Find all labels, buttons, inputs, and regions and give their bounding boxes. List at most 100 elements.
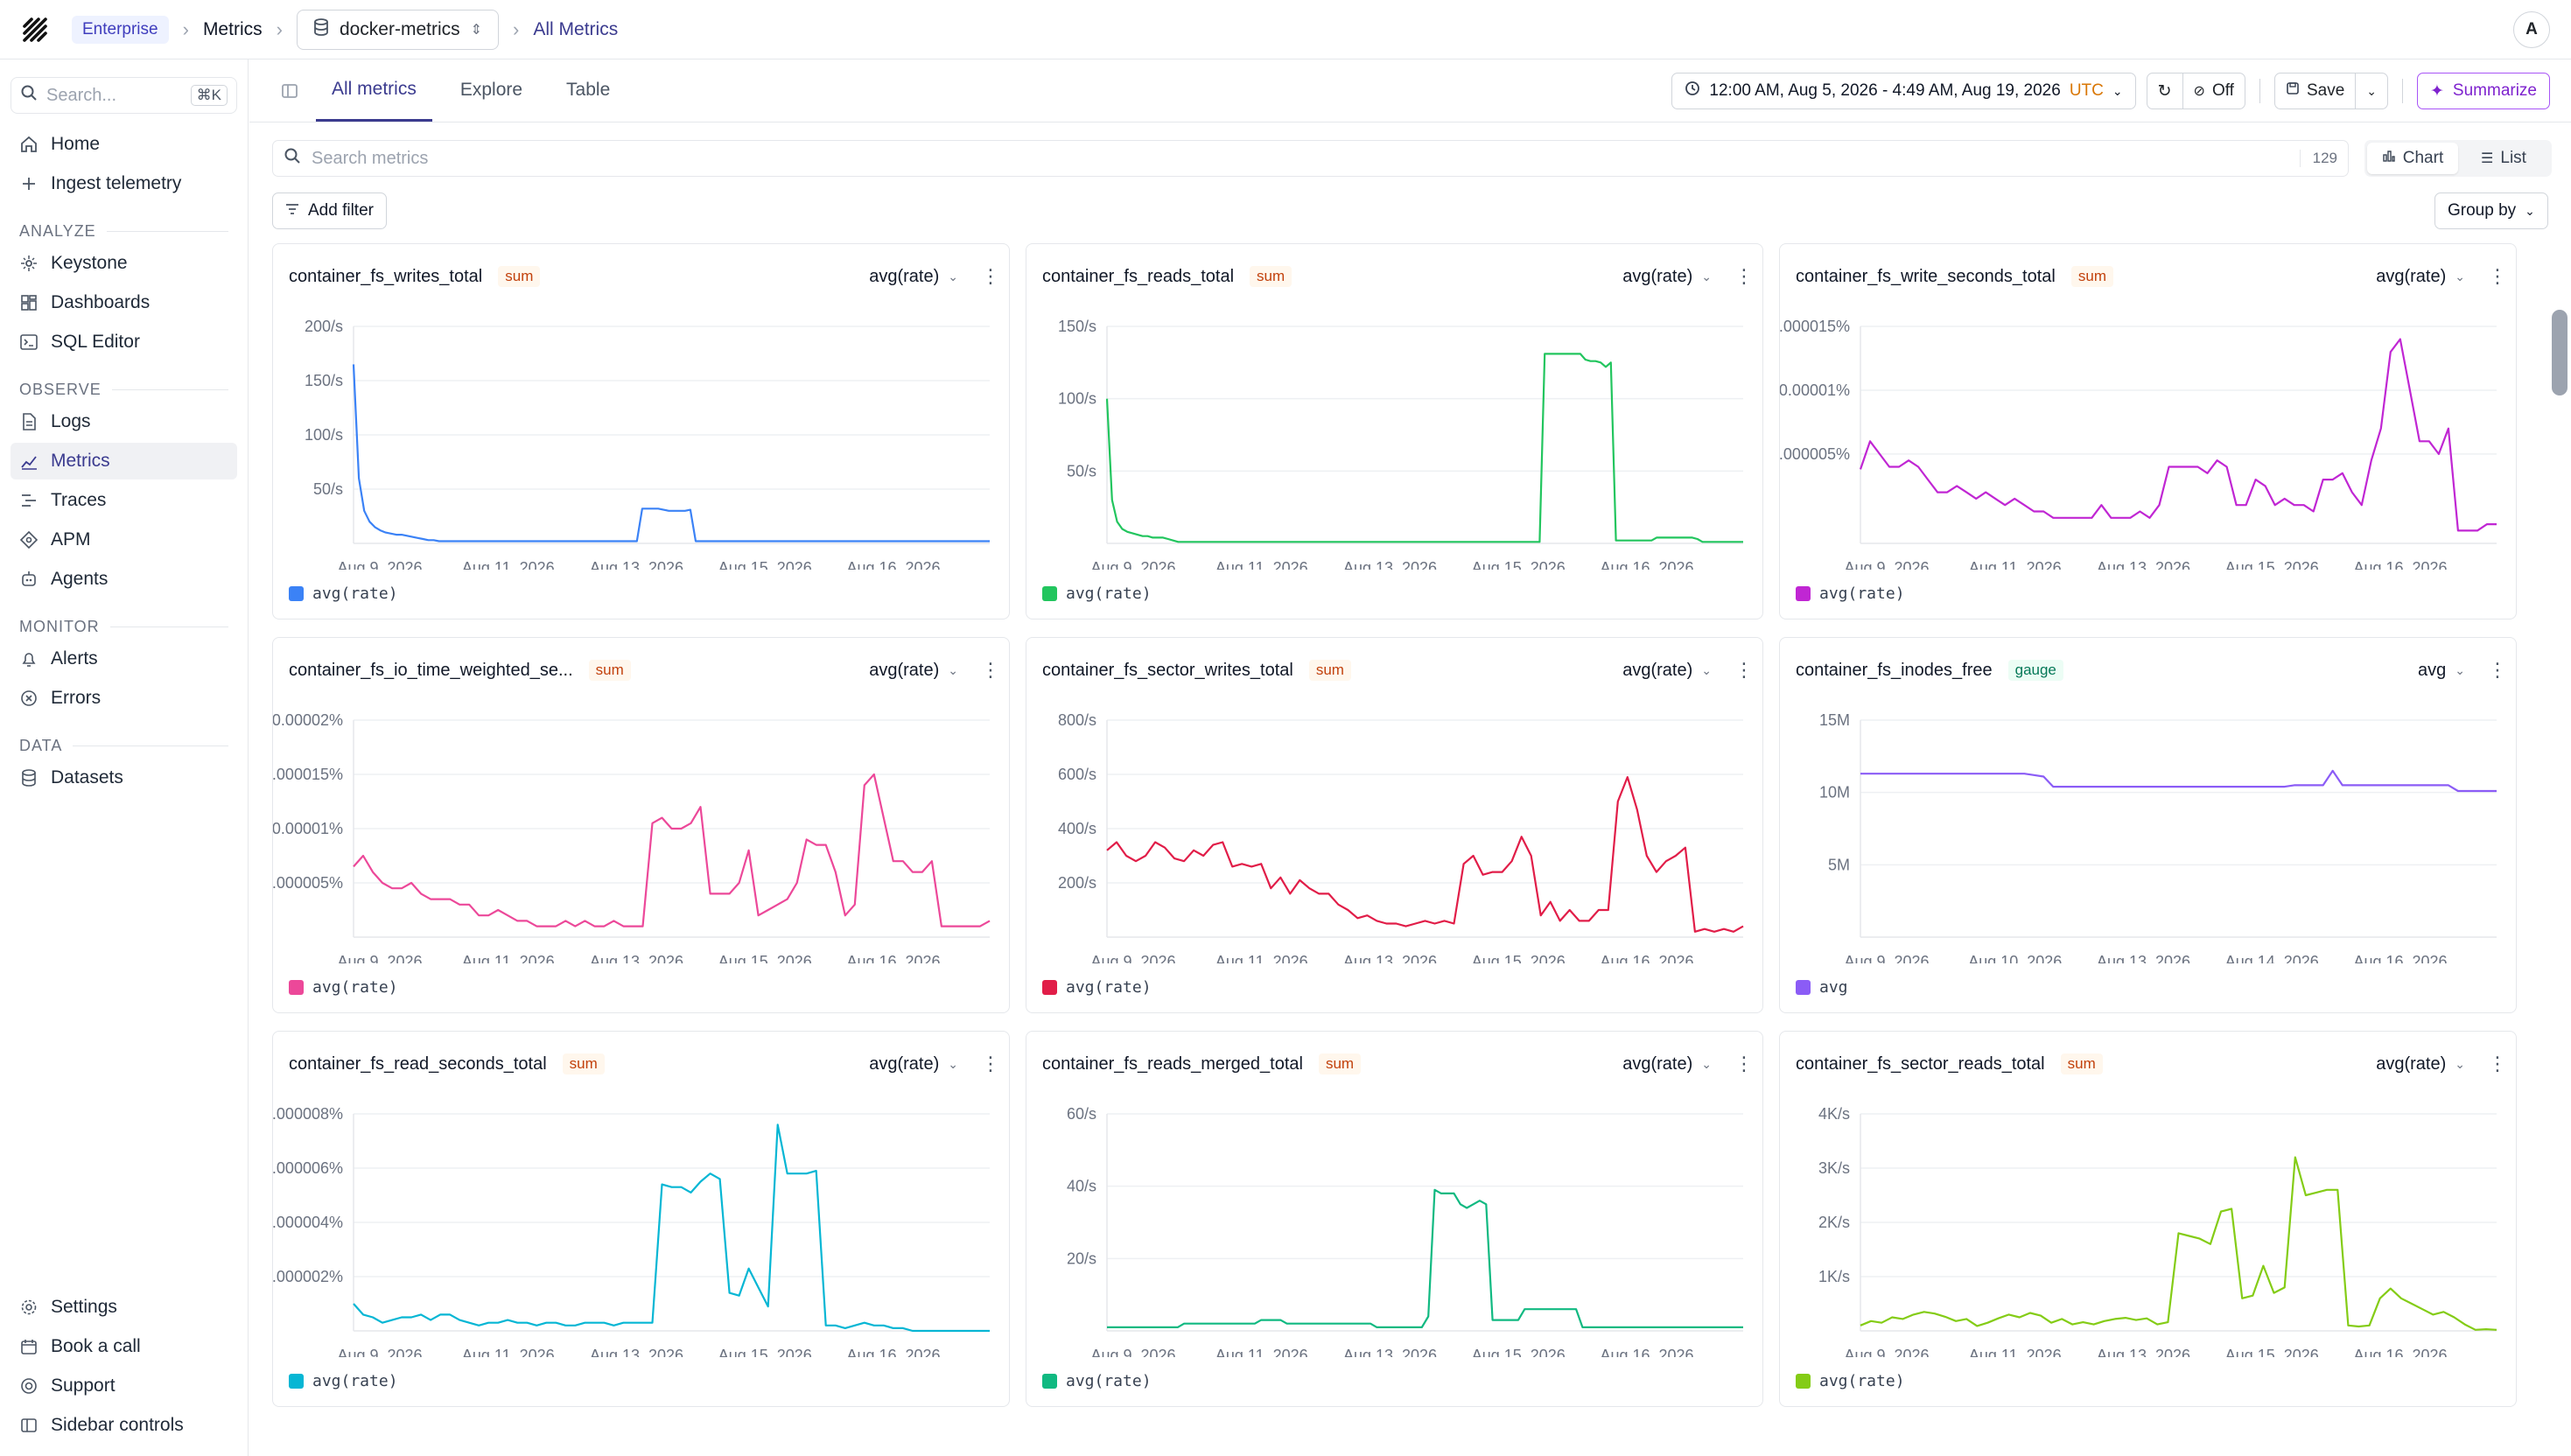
more-options-icon[interactable]: ⋮ [1734, 659, 1754, 681]
aggregation-select[interactable]: avg ⌄ [2418, 661, 2465, 681]
metric-card[interactable]: container_fs_reads_merged_total sum avg(ra… [1026, 1031, 1763, 1407]
dataset-selector[interactable]: docker-metrics ⇕ [296, 9, 500, 50]
sidebar-item-apm[interactable]: APM [11, 522, 237, 558]
chart-legend[interactable]: avg(rate) [289, 978, 398, 997]
metric-type-badge: gauge [2007, 660, 2063, 681]
sidebar-item-datasets[interactable]: Datasets [11, 760, 237, 796]
toolbar: 12:00 AM, Aug 5, 2026 - 4:49 AM, Aug 19,… [1671, 73, 2550, 109]
more-options-icon[interactable]: ⋮ [981, 1053, 1000, 1074]
more-options-icon[interactable]: ⋮ [2488, 659, 2507, 681]
scrollbar-thumb[interactable] [2552, 310, 2567, 396]
metric-chart[interactable]: 150/s 100/s 50/s Aug 9, 2026 Aug 11, 2026 Aug… [1026, 307, 1762, 570]
tab-all-metrics[interactable]: All metrics [316, 59, 432, 122]
sidebar-item-agents[interactable]: Agents [11, 561, 237, 598]
save-button[interactable]: Save [2275, 74, 2357, 108]
metric-chart[interactable]: 0.000008% 0.000006% 0.000004% 0.000002% Aug … [273, 1095, 1009, 1357]
chart-view-button[interactable]: Chart [2367, 143, 2458, 174]
group-by-select[interactable]: Group by ⌄ [2434, 192, 2548, 229]
time-range-picker[interactable]: 12:00 AM, Aug 5, 2026 - 4:49 AM, Aug 19,… [1671, 73, 2136, 109]
refresh-button[interactable]: ↻ [2147, 74, 2183, 108]
sidebar-item-errors[interactable]: Errors [11, 680, 237, 717]
metric-chart[interactable]: 0.000015% 0.00001% 0.000005% Aug 9, 2026 Aug… [1780, 307, 2516, 570]
more-options-icon[interactable]: ⋮ [2488, 265, 2507, 287]
metric-card[interactable]: container_fs_sector_reads_total sum avg(ra… [1779, 1031, 2517, 1407]
metric-chart[interactable]: 0.00002% 0.000015% 0.00001% 0.000005% Aug 9,… [273, 701, 1009, 963]
more-options-icon[interactable]: ⋮ [981, 265, 1000, 287]
aggregation-select[interactable]: avg(rate) ⌄ [869, 267, 958, 287]
metric-chart[interactable]: 200/s 150/s 100/s 50/s Aug 9, 2026 Aug 11, 20… [273, 307, 1009, 570]
section-title: DATA [19, 736, 63, 754]
metric-card[interactable]: container_fs_reads_total sum avg(rate) ⌄ ⋮ 15… [1026, 243, 1763, 620]
aggregation-label: avg [2418, 660, 2447, 680]
section-title: OBSERVE [19, 380, 102, 398]
sidebar-search[interactable]: Search... ⌘K [11, 77, 237, 114]
chart-legend[interactable]: avg(rate) [1042, 1372, 1152, 1390]
sidebar-item-traces[interactable]: Traces [11, 482, 237, 519]
sidebar-item-alerts[interactable]: Alerts [11, 640, 237, 677]
x-tick-label: Aug 13, 2026 [590, 1347, 683, 1357]
chart-legend[interactable]: avg(rate) [289, 1372, 398, 1390]
sidebar-item-sidebar-controls[interactable]: Sidebar controls [11, 1407, 237, 1444]
aggregation-select[interactable]: avg(rate) ⌄ [1622, 661, 1712, 681]
x-tick-label: Aug 16, 2026 [1600, 1347, 1693, 1357]
sidebar-item-ingest-telemetry[interactable]: Ingest telemetry [11, 165, 237, 202]
more-options-icon[interactable]: ⋮ [1734, 265, 1754, 287]
sidebar-item-sql-editor[interactable]: SQL Editor [11, 324, 237, 360]
section-title: ANALYZE [19, 221, 96, 240]
aggregation-select[interactable]: avg(rate) ⌄ [2376, 267, 2465, 287]
tab-explore[interactable]: Explore [459, 80, 523, 100]
metric-card[interactable]: container_fs_io_time_weighted_se... sum av… [272, 637, 1010, 1013]
sidebar-item-metrics[interactable]: Metrics [11, 443, 237, 480]
auto-refresh-toggle[interactable]: ⊘ Off [2183, 74, 2245, 108]
chart-legend[interactable]: avg(rate) [1796, 584, 1905, 603]
aggregation-label: avg(rate) [869, 660, 940, 680]
metric-card[interactable]: container_fs_inodes_free gauge avg ⌄ ⋮ 15M 10M… [1779, 637, 2517, 1013]
auto-refresh-label: Off [2211, 81, 2234, 100]
sidebar-toggle-icon[interactable] [281, 82, 298, 105]
sidebar-item-keystone[interactable]: Keystone [11, 245, 237, 282]
sidebar-item-home[interactable]: Home [11, 126, 237, 163]
breadcrumb-metrics[interactable]: Metrics [202, 18, 263, 39]
save-options-button[interactable]: ⌄ [2356, 74, 2387, 108]
metric-chart[interactable]: 800/s 600/s 400/s 200/s Aug 9, 2026 Aug 11, 2… [1026, 701, 1762, 963]
chart-view-label: Chart [2402, 149, 2444, 167]
aggregation-select[interactable]: avg(rate) ⌄ [869, 661, 958, 681]
x-tick-label: Aug 9, 2026 [1090, 559, 1175, 570]
chart-legend[interactable]: avg(rate) [1042, 978, 1152, 997]
more-options-icon[interactable]: ⋮ [2488, 1053, 2507, 1074]
metric-card[interactable]: container_fs_read_seconds_total sum avg(ra… [272, 1031, 1010, 1407]
sidebar-item-book-a-call[interactable]: Book a call [11, 1328, 237, 1365]
user-avatar[interactable]: A [2513, 11, 2550, 48]
more-options-icon[interactable]: ⋮ [1734, 1053, 1754, 1074]
dataset-name: docker-metrics [339, 18, 460, 39]
legend-label: avg(rate) [312, 584, 398, 603]
legend-swatch [289, 586, 304, 601]
add-filter-button[interactable]: Add filter [272, 192, 387, 229]
aggregation-select[interactable]: avg(rate) ⌄ [1622, 1054, 1712, 1074]
metric-chart[interactable]: 4K/s 3K/s 2K/s 1K/s Aug 9, 2026 Aug 11, 2026 A… [1780, 1095, 2516, 1357]
sidebar-item-logs[interactable]: Logs [11, 403, 237, 440]
tab-table[interactable]: Table [566, 80, 611, 100]
aggregation-select[interactable]: avg(rate) ⌄ [1622, 267, 1712, 287]
top-bar: Enterprise › Metrics › docker-metrics ⇕ … [0, 0, 2571, 60]
summarize-button[interactable]: ✦ Summarize [2417, 73, 2550, 109]
metric-card[interactable]: container_fs_writes_total sum avg(rate) ⌄ ⋮ 2… [272, 243, 1010, 620]
sidebar-item-settings[interactable]: Settings [11, 1289, 237, 1326]
sidebar-item-dashboards[interactable]: Dashboards [11, 284, 237, 321]
metric-card[interactable]: container_fs_sector_writes_total sum avg(r… [1026, 637, 1763, 1013]
chart-legend[interactable]: avg [1796, 978, 1848, 997]
aggregation-select[interactable]: avg(rate) ⌄ [2376, 1054, 2465, 1074]
chart-legend[interactable]: avg(rate) [1042, 584, 1152, 603]
metric-search-input[interactable]: Search metrics 129 [272, 140, 2349, 177]
aggregation-select[interactable]: avg(rate) ⌄ [869, 1054, 958, 1074]
list-view-button[interactable]: ☰ List [2458, 143, 2549, 174]
chart-legend[interactable]: avg(rate) [1796, 1372, 1905, 1390]
app-logo[interactable] [18, 12, 53, 47]
sidebar-item-support[interactable]: Support [11, 1368, 237, 1404]
metric-card[interactable]: container_fs_write_seconds_total sum avg(r… [1779, 243, 2517, 620]
series-line [352, 364, 990, 542]
metric-chart[interactable]: 15M 10M 5M Aug 9, 2026 Aug 10, 2026 Aug 13, 2… [1780, 701, 2516, 963]
more-options-icon[interactable]: ⋮ [981, 659, 1000, 681]
chart-legend[interactable]: avg(rate) [289, 584, 398, 603]
metric-chart[interactable]: 60/s 40/s 20/s Aug 9, 2026 Aug 11, 2026 Aug 1… [1026, 1095, 1762, 1357]
